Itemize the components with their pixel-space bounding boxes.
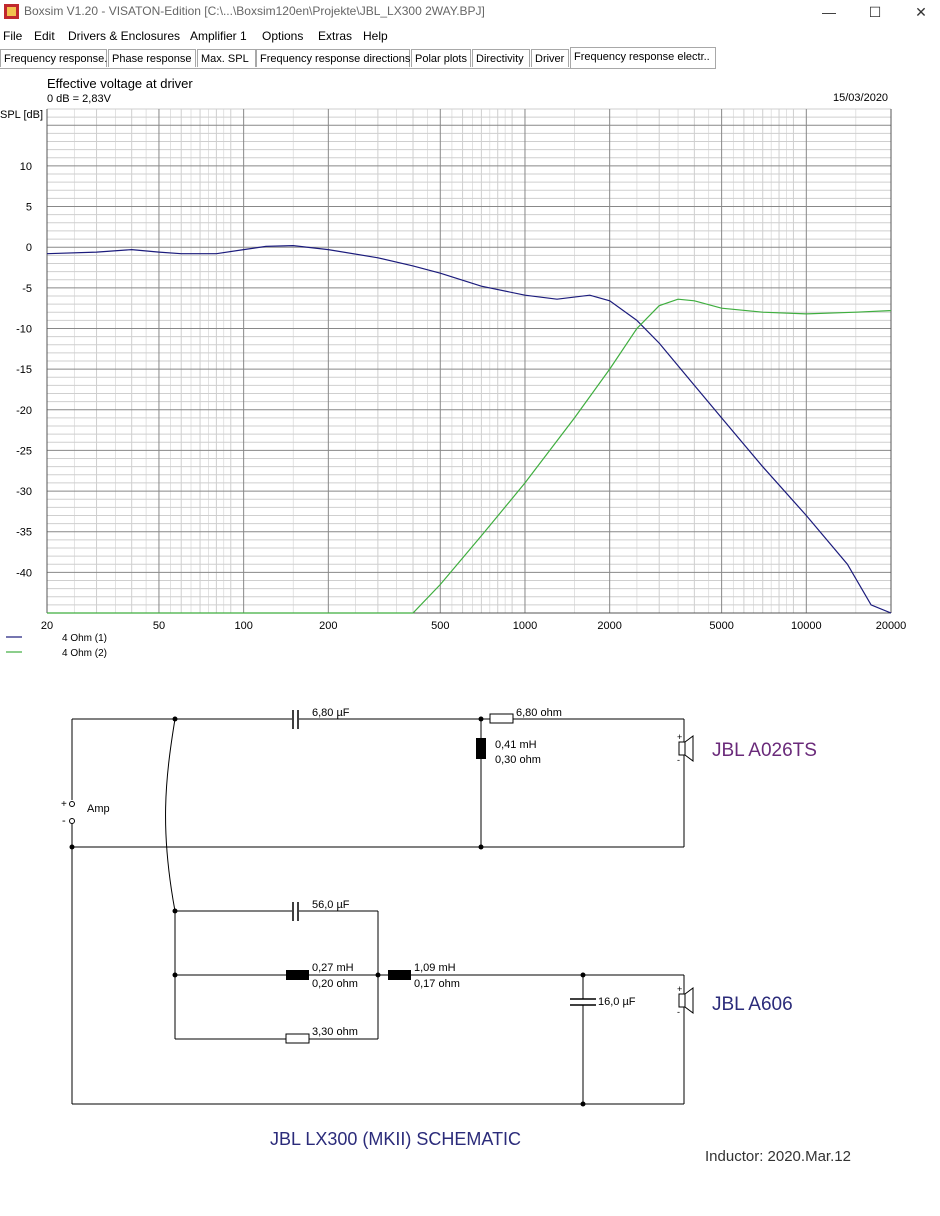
tweeter-speaker-icon (678, 735, 694, 762)
woofer-minus: - (677, 1007, 680, 1017)
x-tick-label: 100 (234, 620, 252, 632)
series-line-1 (46, 244, 892, 614)
maximize-button[interactable]: ☐ (868, 4, 882, 20)
woofer-cap-label: 56,0 µF (312, 899, 350, 911)
menu-help[interactable]: Help (363, 29, 388, 43)
tweeter-inductor-l-label: 0,41 mH (495, 739, 537, 751)
menu-drivers-enclosures[interactable]: Drivers & Enclosures (68, 29, 181, 43)
tweeter-capacitor (292, 710, 299, 729)
amp-plus: + (61, 799, 67, 810)
woofer-inductor-1 (286, 970, 309, 980)
series-line-2 (47, 298, 892, 614)
tab-frequency-response[interactable]: Frequency response. (0, 49, 107, 67)
woofer-inductor1-r-label: 0,20 ohm (312, 978, 358, 990)
chart-subtitle: 0 dB = 2,83V (47, 93, 111, 105)
woofer-resistor (285, 1033, 310, 1044)
y-tick-label: -30 (16, 486, 32, 498)
woofer-speaker-icon (678, 987, 694, 1014)
tab-driver[interactable]: Driver (531, 49, 569, 67)
menu-edit[interactable]: Edit (34, 29, 55, 43)
junction-dots (69, 716, 586, 1107)
tweeter-minus: - (677, 755, 680, 765)
y-tick-label: -10 (16, 323, 32, 335)
chart-legend: 4 Ohm (1) 4 Ohm (2) (6, 633, 107, 659)
woofer-plus: + (677, 984, 682, 994)
tab-polar-plots[interactable]: Polar plots (411, 49, 471, 67)
tweeter-plus: + (677, 732, 682, 742)
amp-terminals (69, 801, 75, 824)
x-tick-label: 500 (431, 620, 449, 632)
y-axis-ticks: 10 5 0 -5 -10 -15 -20 -25 -30 -35 -40 (16, 161, 32, 579)
chart-series (46, 244, 892, 614)
menu-extras[interactable]: Extras (318, 29, 353, 43)
woofer-capacitor (292, 902, 299, 921)
tweeter-cap-label: 6,80 µF (312, 707, 350, 719)
grid-major (46, 109, 892, 614)
menu-file[interactable]: File (3, 29, 23, 43)
y-tick-label: 10 (20, 161, 32, 173)
x-tick-label: 10000 (791, 620, 822, 632)
tweeter-resistor-label: 6,80 ohm (516, 707, 562, 719)
x-tick-label: 50 (153, 620, 165, 632)
amp-minus: - (62, 815, 66, 827)
tweeter-inductor-r-label: 0,30 ohm (495, 754, 541, 766)
tab-frequency-response-directions[interactable]: Frequency response directions (256, 49, 410, 67)
tweeter-inductor (476, 738, 486, 759)
app-icon (4, 4, 19, 19)
x-tick-label: 2000 (597, 620, 621, 632)
y-tick-label: -20 (16, 405, 32, 417)
woofer-inductor2-r-label: 0,17 ohm (414, 978, 460, 990)
tab-max-spl[interactable]: Max. SPL (197, 49, 256, 67)
y-axis-label: SPL [dB] (0, 109, 43, 121)
y-tick-label: -25 (16, 445, 32, 457)
y-tick-label: -15 (16, 364, 32, 376)
legend-label-2: 4 Ohm (2) (62, 648, 107, 659)
chart-title: Effective voltage at driver (47, 76, 193, 91)
title-bar: Boxsim V1.20 - VISATON-Edition [C:\...\B… (0, 0, 940, 24)
woofer-shunt-cap-label: 16,0 µF (598, 996, 636, 1008)
x-axis-ticks: 20 50 100 200 500 1000 2000 5000 10000 20000 (41, 620, 906, 632)
tab-divider (0, 68, 716, 69)
inductor-note: Inductor: 2020.Mar.12 (705, 1148, 851, 1165)
y-tick-label: -5 (22, 283, 32, 295)
tweeter-driver-name: JBL A026TS (712, 740, 817, 761)
woofer-inductor2-l-label: 1,09 mH (414, 962, 456, 974)
tab-bar: Frequency response. Phase response Max. … (0, 47, 940, 69)
legend-label-1: 4 Ohm (1) (62, 633, 107, 644)
woofer-inductor-2 (388, 970, 411, 980)
amp-label: Amp (87, 803, 110, 815)
y-tick-label: 5 (26, 202, 32, 214)
menu-bar: File Edit Drivers & Enclosures Amplifier… (0, 26, 940, 46)
tab-frequency-response-electrical[interactable]: Frequency response electr.. (570, 47, 716, 68)
tab-phase-response[interactable]: Phase response (108, 49, 196, 67)
woofer-driver-name: JBL A606 (712, 994, 793, 1015)
x-tick-label: 20 (41, 620, 53, 632)
x-tick-label: 200 (319, 620, 337, 632)
woofer-shunt-capacitor (570, 998, 596, 1006)
window-title: Boxsim V1.20 - VISATON-Edition [C:\...\B… (24, 4, 485, 18)
minimize-button[interactable]: — (822, 4, 836, 20)
menu-amplifier[interactable]: Amplifier 1 (190, 29, 247, 43)
x-tick-label: 5000 (709, 620, 733, 632)
close-button[interactable]: ✕ (915, 4, 927, 20)
y-tick-label: -40 (16, 567, 32, 579)
y-tick-label: -35 (16, 527, 32, 539)
crossover-schematic: + - Amp + - + - 6,80 µF 6,80 ohm 0,41 mH… (61, 707, 817, 1149)
schematic-caption: JBL LX300 (MKII) SCHEMATIC (270, 1129, 521, 1149)
x-tick-label: 1000 (513, 620, 537, 632)
chart-date: 15/03/2020 (833, 92, 889, 104)
x-tick-label: 20000 (876, 620, 907, 632)
y-tick-label: 0 (26, 242, 32, 254)
grid-minor (47, 108, 891, 613)
woofer-resistor-label: 3,30 ohm (312, 1026, 358, 1038)
tab-directivity[interactable]: Directivity (472, 49, 530, 67)
woofer-inductor1-l-label: 0,27 mH (312, 962, 354, 974)
menu-options[interactable]: Options (262, 29, 304, 43)
tweeter-resistor (489, 713, 514, 724)
